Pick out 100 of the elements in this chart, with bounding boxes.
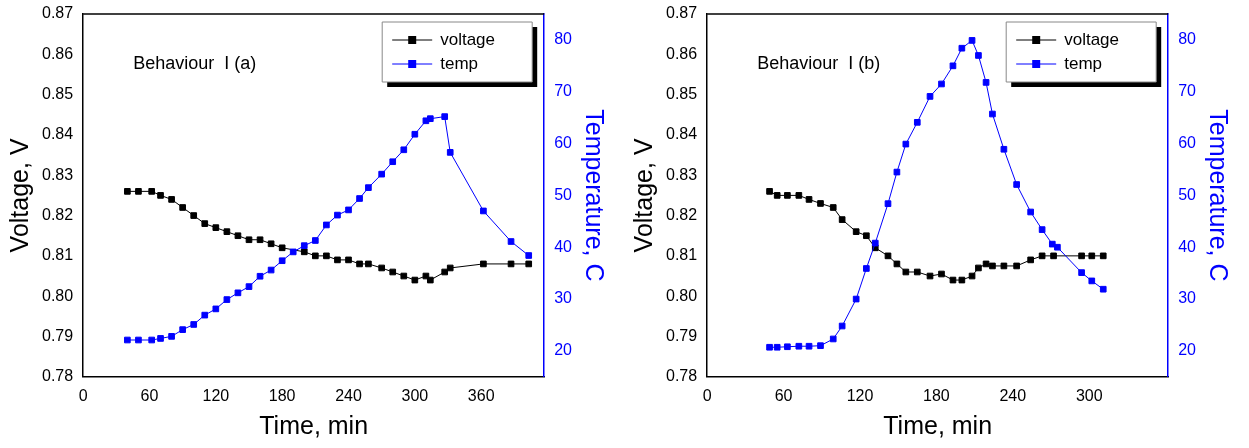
y-axis-title: Voltage, V	[4, 138, 33, 253]
point	[817, 200, 824, 207]
y-tick-label: 0.81	[42, 246, 74, 264]
point	[1078, 252, 1085, 260]
x-tick-label: 120	[846, 386, 874, 404]
y-tick-label: 0.78	[666, 367, 698, 385]
x-tick-label: 240	[335, 386, 362, 404]
point	[300, 242, 308, 249]
point	[157, 335, 164, 342]
x-tick-label: 300	[1075, 386, 1103, 404]
point	[1099, 252, 1107, 260]
point	[913, 268, 921, 276]
point	[982, 260, 990, 268]
point	[525, 252, 533, 259]
point	[365, 260, 372, 268]
y2-tick-label: 70	[554, 82, 573, 100]
point	[190, 212, 198, 219]
y-tick-label: 0.85	[42, 85, 74, 103]
point	[1000, 262, 1008, 270]
point	[975, 52, 982, 59]
point	[201, 311, 209, 319]
y-tick-label: 0.84	[666, 125, 698, 143]
point	[926, 93, 934, 100]
point	[365, 184, 372, 191]
y-axis-title: Voltage, V	[628, 138, 657, 253]
point	[157, 192, 164, 199]
point	[312, 237, 319, 244]
point	[507, 260, 515, 268]
y2-tick-label: 80	[1178, 30, 1197, 48]
point	[829, 204, 837, 211]
y2-axis-title: Temperature, C	[1205, 109, 1234, 282]
point	[345, 256, 352, 264]
point	[884, 200, 892, 208]
point	[323, 252, 330, 260]
point	[982, 79, 990, 86]
x-tick-label: 0	[78, 386, 88, 404]
point	[938, 270, 945, 278]
x-axis-title: Time, min	[259, 410, 369, 439]
point	[975, 264, 982, 272]
point	[507, 238, 515, 245]
point	[784, 343, 791, 351]
y2-tick-label: 50	[1178, 185, 1197, 203]
point	[1054, 243, 1061, 251]
point	[168, 333, 175, 340]
point	[190, 321, 198, 328]
point	[852, 295, 860, 303]
x-tick-label: 180	[268, 386, 296, 404]
point	[124, 336, 131, 344]
y2-tick-label: 70	[1178, 82, 1197, 100]
y-tick-label: 0.80	[666, 286, 698, 304]
point	[1050, 252, 1057, 260]
point	[938, 80, 945, 88]
point	[179, 204, 186, 211]
point	[356, 260, 363, 268]
point	[480, 260, 487, 268]
y-tick-label: 0.79	[666, 326, 698, 344]
y-tick-label: 0.83	[42, 165, 74, 183]
y-tick-label: 0.82	[666, 205, 698, 223]
point	[312, 252, 319, 260]
point	[958, 44, 966, 52]
y-tick-label: 0.81	[666, 246, 698, 264]
x-tick-label: 180	[923, 386, 950, 404]
point	[817, 342, 824, 350]
point	[1000, 145, 1008, 153]
y2-axis-title: Temperature, C	[581, 109, 610, 282]
point	[256, 272, 264, 280]
y-tick-label: 0.86	[42, 44, 74, 62]
x-tick-label: 360	[467, 386, 495, 404]
point	[278, 257, 286, 265]
point	[863, 265, 870, 272]
point	[863, 232, 870, 240]
point	[411, 276, 419, 284]
point	[989, 110, 996, 118]
point	[1088, 252, 1096, 260]
point	[400, 146, 408, 154]
point	[784, 192, 791, 199]
y-tick-label: 0.85	[666, 85, 698, 103]
point	[773, 192, 781, 199]
y2-tick-label: 50	[554, 185, 573, 203]
point	[893, 260, 901, 268]
point	[378, 264, 385, 272]
point	[795, 192, 803, 199]
annotation: Behaviour I (b)	[757, 52, 881, 73]
point	[168, 196, 175, 203]
point	[829, 335, 837, 343]
point	[525, 260, 533, 268]
x-tick-label: 60	[774, 386, 793, 404]
point	[212, 305, 220, 313]
point	[234, 232, 242, 240]
point	[441, 268, 449, 276]
point	[913, 118, 921, 126]
point	[902, 268, 910, 276]
y-tick-label: 0.87	[42, 4, 74, 22]
point	[323, 221, 330, 229]
point	[902, 140, 910, 148]
point	[334, 256, 341, 264]
legend-label: voltage	[1064, 29, 1120, 49]
point	[884, 252, 892, 260]
point	[289, 248, 297, 256]
point	[949, 62, 957, 70]
